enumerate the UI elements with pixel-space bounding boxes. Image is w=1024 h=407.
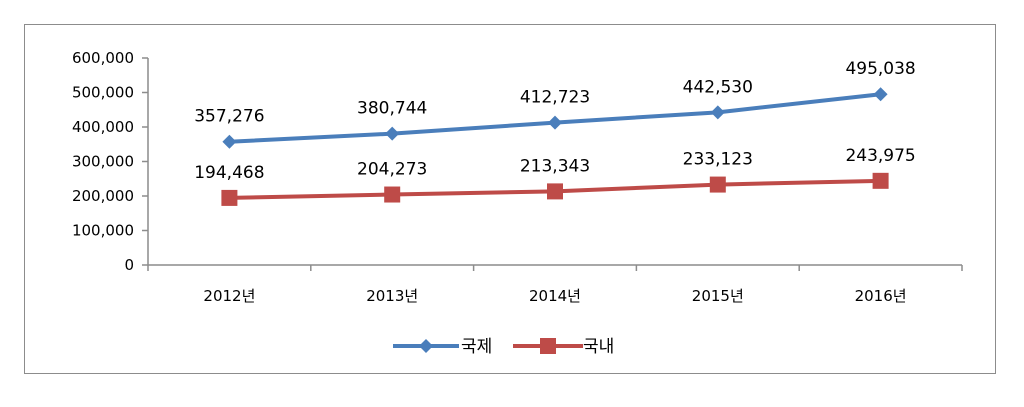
series-2-data-label: 243,975 — [845, 146, 915, 166]
series-1-point — [385, 126, 400, 141]
x-tick-label: 2016년 — [855, 287, 907, 305]
series-1-data-label: 357,276 — [194, 107, 264, 127]
x-tick-label: 2015년 — [692, 287, 744, 305]
y-tick-label: 100,000 — [72, 222, 134, 240]
y-tick-label: 600,000 — [72, 49, 134, 67]
legend-label: 국내 — [583, 337, 614, 357]
series-2-data-label: 213,343 — [520, 156, 590, 176]
y-tick-label: 500,000 — [72, 84, 134, 102]
x-tick-label: 2014년 — [529, 287, 581, 305]
series-2-data-label: 204,273 — [357, 160, 427, 180]
legend-marker-diamond — [419, 339, 433, 353]
x-tick-label: 2012년 — [203, 287, 255, 305]
series-2-point — [709, 176, 726, 193]
chart-data-labels: 357,276 380,744 412,723 442,530 495,038 194,4… — [194, 59, 916, 183]
series-2-point — [221, 189, 238, 206]
series-1-point — [548, 115, 562, 130]
series-1-data-label: 495,038 — [845, 59, 915, 79]
chart-axes: 0 100,000 200,000 300,000 400,000 500,000 600,… — [72, 49, 963, 305]
chart-legend: 국제 국내 — [393, 337, 614, 357]
chart-frame — [24, 24, 996, 374]
series-2-point — [384, 186, 401, 203]
y-tick-label: 0 — [124, 256, 134, 274]
y-tick-label: 300,000 — [72, 153, 134, 171]
x-tick-label: 2013년 — [366, 287, 418, 305]
series-1-data-label: 380,744 — [357, 99, 427, 119]
y-tick-label: 200,000 — [72, 187, 134, 205]
series-1-point — [873, 87, 888, 102]
series-1-data-label: 412,723 — [520, 88, 590, 108]
chart-series — [221, 87, 889, 206]
legend-label: 국제 — [461, 337, 492, 357]
series-1-point — [222, 134, 237, 149]
y-tick-label: 400,000 — [72, 118, 134, 136]
series-2-data-label: 194,468 — [194, 163, 264, 183]
series-2-point — [872, 172, 889, 189]
series-2-point — [547, 183, 563, 200]
series-2-data-label: 233,123 — [683, 150, 753, 170]
series-1-point — [710, 105, 725, 120]
series-1-data-label: 442,530 — [683, 77, 753, 97]
legend-marker-square — [540, 338, 556, 354]
